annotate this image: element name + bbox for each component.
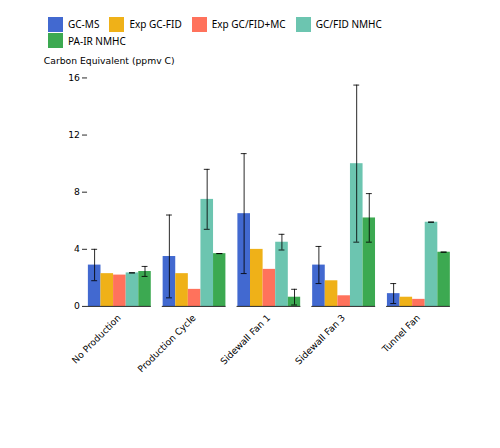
svg-text:No Production: No Production bbox=[69, 312, 123, 366]
svg-text:4: 4 bbox=[74, 243, 80, 254]
html-text:PA-IR NMHC: PA-IR NMHC bbox=[68, 33, 126, 48]
svg-text:Production Cycle: Production Cycle bbox=[135, 312, 198, 375]
svg-text:Sidewall Fan 3: Sidewall Fan 3 bbox=[293, 312, 348, 367]
html-text:Exp GC-FID: Exp GC-FID bbox=[129, 17, 182, 32]
svg-text:16: 16 bbox=[68, 72, 80, 83]
svg-text:8: 8 bbox=[74, 186, 80, 197]
svg-text:0: 0 bbox=[74, 300, 80, 311]
svg-text:12: 12 bbox=[68, 129, 80, 140]
svg-text:Carbon Equivalent (ppmv C): Carbon Equivalent (ppmv C) bbox=[44, 55, 175, 66]
svg-text:Sidewall Fan 1: Sidewall Fan 1 bbox=[218, 312, 273, 367]
svg-text:Tunnel Fan: Tunnel Fan bbox=[379, 312, 422, 355]
html-text:GC-MS: GC-MS bbox=[68, 17, 100, 32]
html-text:GC/FID NMHC: GC/FID NMHC bbox=[315, 17, 382, 32]
html-text:Exp GC/FID+MC: Exp GC/FID+MC bbox=[211, 17, 286, 32]
